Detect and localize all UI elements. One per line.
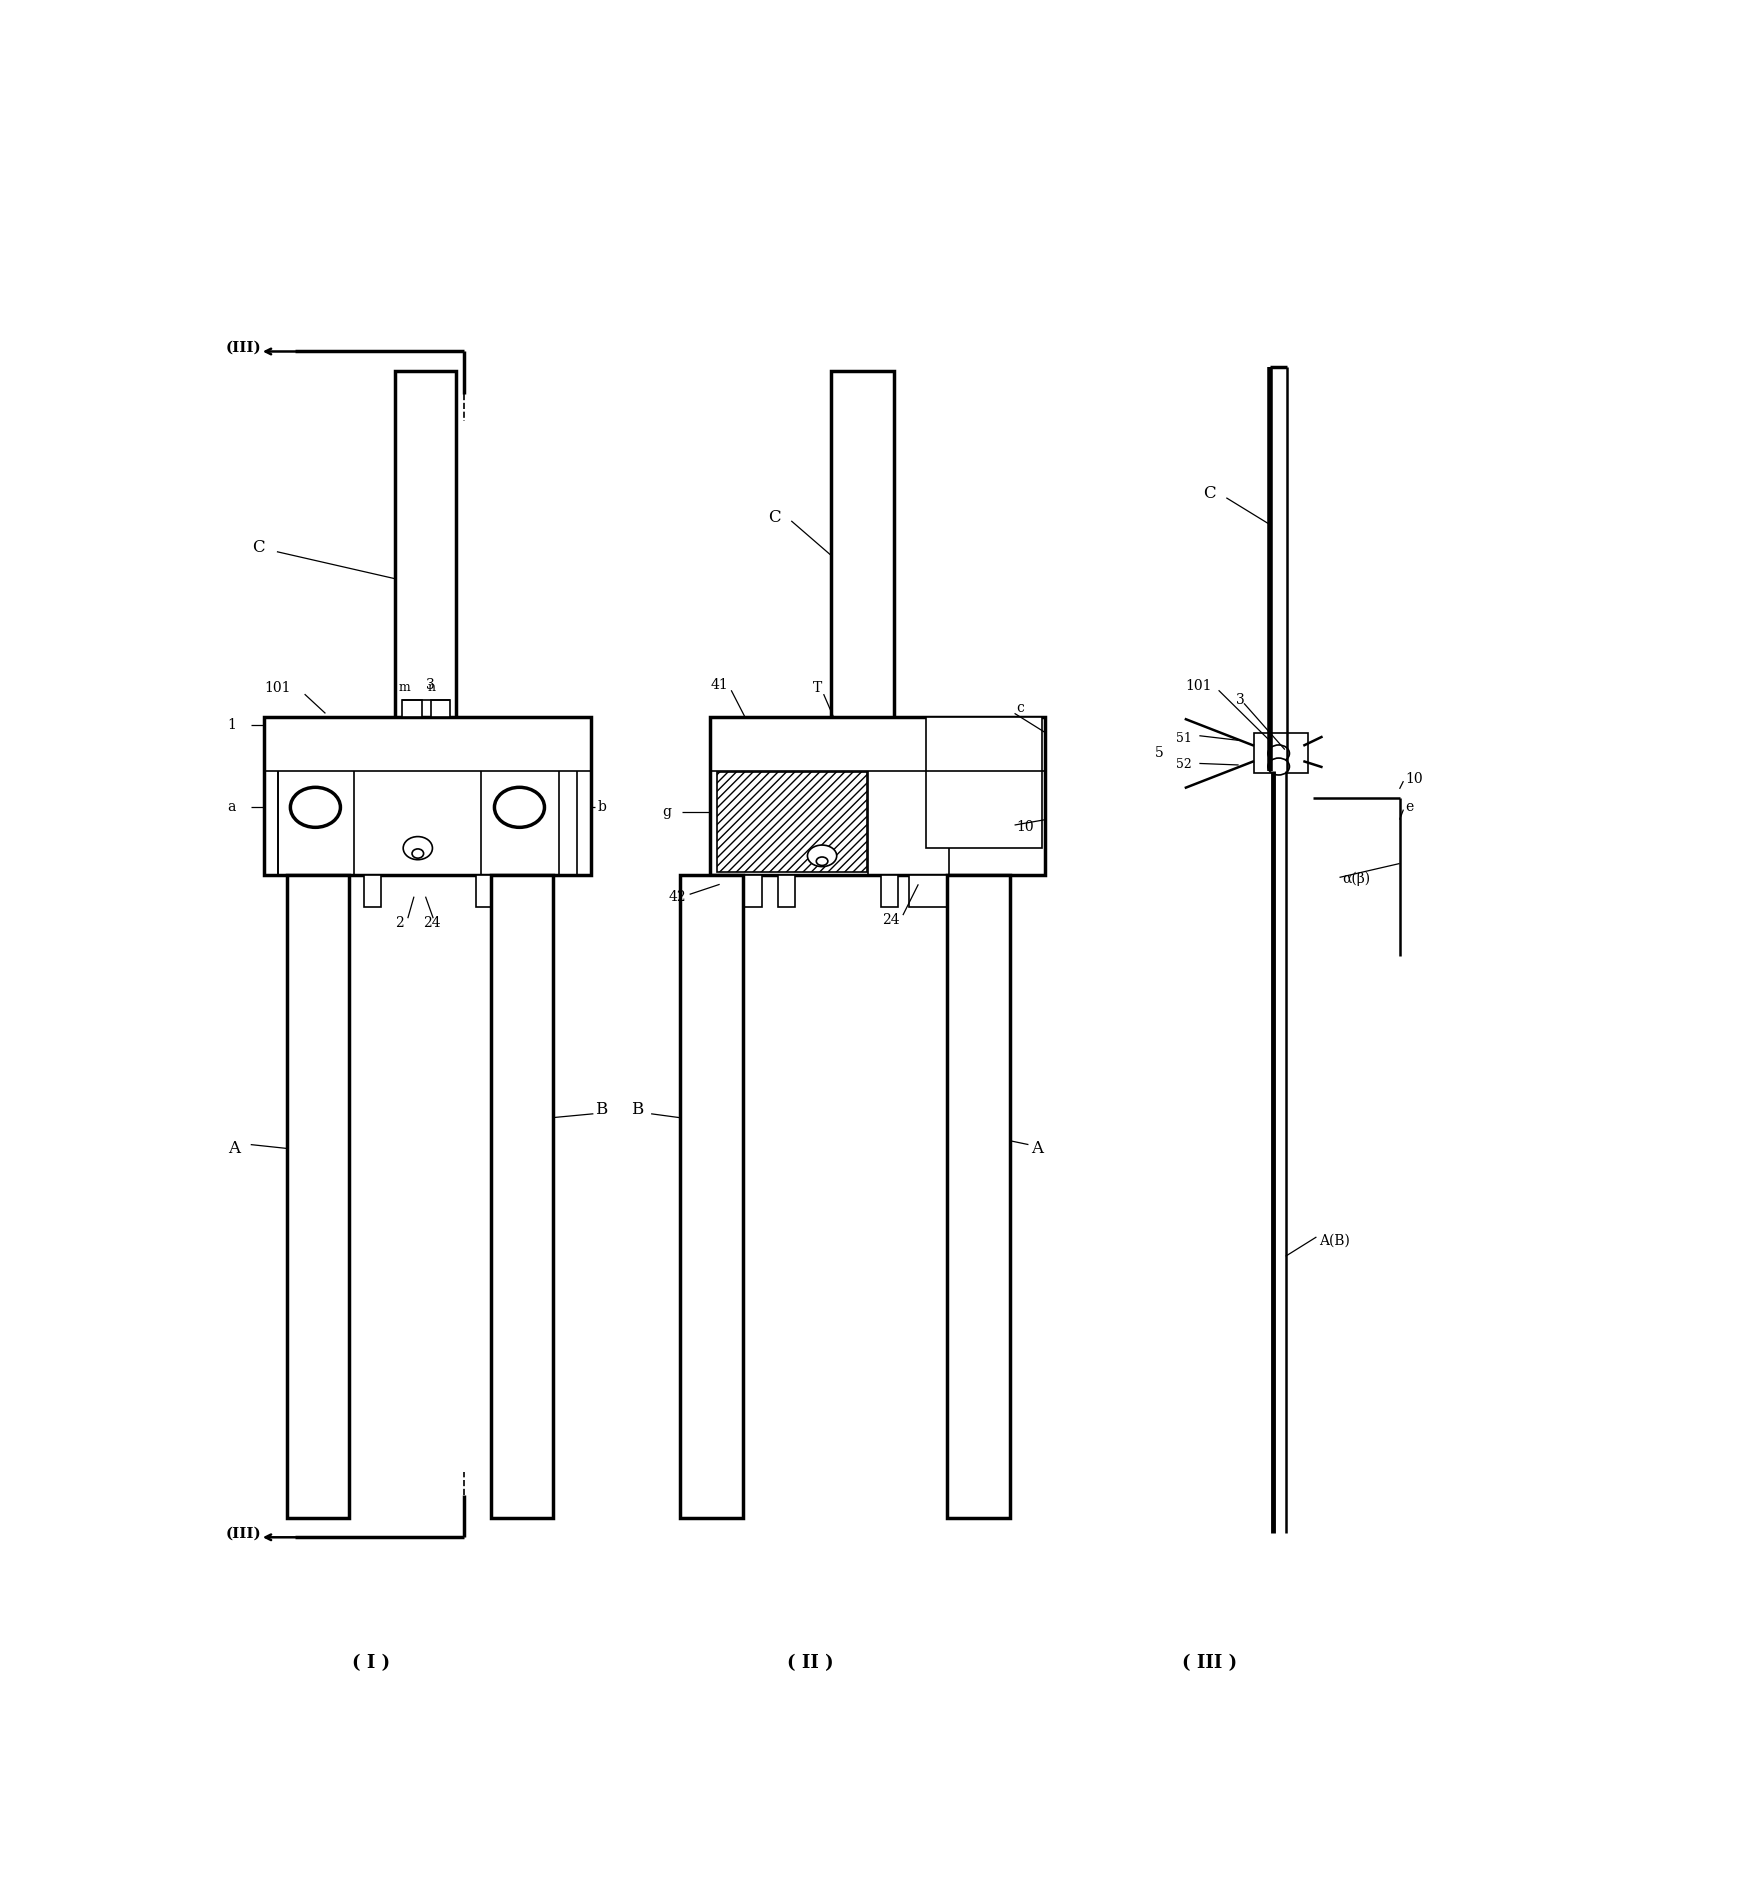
Bar [679, 876, 743, 1519]
Bar [947, 876, 1009, 1519]
Ellipse shape [1268, 758, 1289, 775]
Ellipse shape [403, 836, 433, 859]
Bar [287, 876, 349, 1519]
Text: α(β): α(β) [1341, 872, 1370, 885]
Bar [1254, 732, 1308, 774]
Bar [908, 876, 952, 908]
Bar [431, 700, 450, 717]
Text: 3: 3 [1237, 694, 1245, 707]
Text: C: C [252, 538, 264, 556]
Text: 10: 10 [1016, 821, 1034, 834]
Text: 42: 42 [669, 889, 686, 904]
Bar [778, 876, 796, 908]
Ellipse shape [816, 857, 829, 865]
Text: C: C [768, 508, 782, 525]
Text: e: e [1405, 800, 1414, 813]
Bar [394, 372, 457, 724]
Bar [304, 876, 347, 908]
Text: n: n [427, 681, 436, 694]
Text: ( II ): ( II ) [787, 1653, 834, 1672]
Text: 1: 1 [228, 719, 236, 732]
Text: 3: 3 [426, 679, 434, 692]
Ellipse shape [290, 787, 340, 827]
Text: 5: 5 [1155, 745, 1164, 760]
Bar [264, 717, 591, 876]
Text: 41: 41 [710, 679, 728, 692]
Bar [881, 876, 898, 908]
Text: (III): (III) [226, 341, 261, 355]
Text: 24: 24 [882, 912, 900, 927]
Text: 101: 101 [264, 681, 290, 696]
Text: T: T [813, 681, 822, 696]
Bar [832, 372, 895, 724]
Ellipse shape [1268, 745, 1289, 762]
Bar [403, 700, 422, 717]
Text: B: B [631, 1102, 643, 1119]
Bar [710, 717, 1046, 876]
Text: 101: 101 [1186, 679, 1212, 694]
Bar [926, 717, 1042, 848]
Bar [502, 876, 545, 908]
Text: 51: 51 [1176, 732, 1192, 745]
Text: C: C [1204, 485, 1216, 502]
Text: A(B): A(B) [1318, 1234, 1350, 1248]
Text: ( I ): ( I ) [353, 1653, 391, 1672]
Text: b: b [598, 800, 606, 813]
Text: (III): (III) [226, 1526, 261, 1540]
Bar [719, 876, 763, 908]
Text: 52: 52 [1176, 758, 1192, 772]
Ellipse shape [495, 787, 544, 827]
Text: 2: 2 [394, 916, 403, 929]
Ellipse shape [412, 849, 424, 859]
Text: A: A [228, 1139, 240, 1157]
Text: A: A [1032, 1139, 1044, 1157]
Text: ( III ): ( III ) [1183, 1653, 1237, 1672]
Text: g: g [662, 806, 670, 819]
Text: 10: 10 [1405, 772, 1423, 785]
Bar [476, 876, 493, 908]
Text: c: c [1016, 702, 1025, 715]
Text: 24: 24 [424, 916, 441, 929]
Bar [492, 876, 552, 1519]
Text: B: B [594, 1102, 608, 1119]
Bar [717, 772, 867, 872]
Ellipse shape [808, 846, 837, 866]
Bar [365, 876, 380, 908]
Text: a: a [228, 800, 236, 813]
Text: m: m [398, 681, 410, 694]
